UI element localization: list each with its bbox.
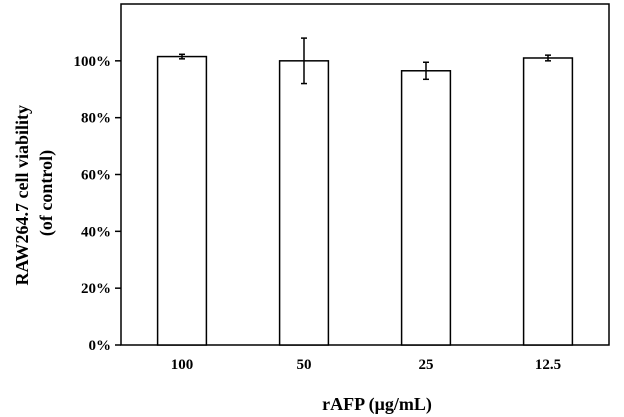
- plot-area: 0% 20% 40% 60% 80% 100% 100 50 25 12.5: [74, 3, 610, 373]
- x-axis-label: rAFP (μg/mL): [322, 394, 432, 415]
- y-axis-label-line-1: RAW264.7 cell viability: [12, 105, 32, 286]
- y-tick-label: 20%: [81, 281, 111, 297]
- y-axis-label-line-2: (of control): [36, 150, 57, 236]
- bar: [522, 57, 574, 346]
- y-tick-label: 80%: [81, 111, 111, 127]
- y-tick-label: 0%: [89, 338, 112, 354]
- y-tick-label: 100%: [74, 54, 112, 70]
- bar: [400, 70, 452, 346]
- y-tick-label: 40%: [81, 224, 111, 240]
- y-tick-label: 60%: [81, 168, 111, 184]
- x-tick-label: 12.5: [535, 357, 561, 373]
- bar: [156, 55, 208, 346]
- x-tick-label: 100: [171, 357, 194, 373]
- bar: [278, 60, 330, 346]
- x-tick-label: 50: [297, 357, 312, 373]
- x-tick-label: 25: [419, 357, 434, 373]
- y-axis-label: RAW264.7 cell viability (of control): [12, 101, 57, 286]
